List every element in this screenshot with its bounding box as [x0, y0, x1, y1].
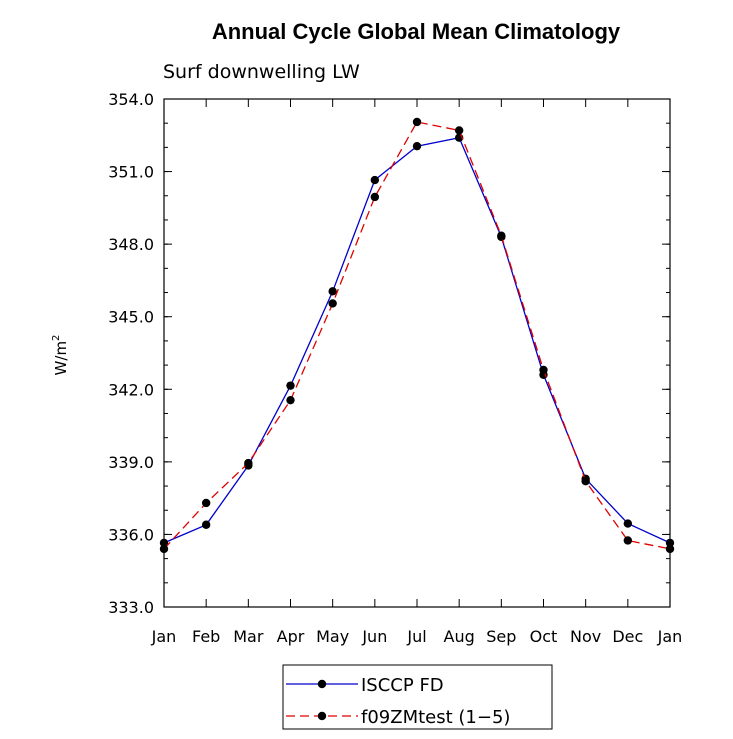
- legend-swatch-marker: [317, 679, 327, 689]
- data-point: [665, 538, 675, 548]
- x-tick-label: Sep: [486, 627, 516, 646]
- data-point: [286, 381, 295, 390]
- x-tick-label: May: [316, 627, 349, 646]
- legend-label: f09ZMtest (1−5): [361, 707, 510, 728]
- x-tick-label: Jul: [406, 627, 426, 646]
- data-point: [412, 141, 422, 151]
- series-2: [159, 117, 675, 554]
- y-tick-label: 342.0: [108, 380, 154, 399]
- axes: 333.0 336.0 339.0 342.0 345.0 348.0 351.0 354.0…: [108, 90, 682, 646]
- data-point: [497, 231, 506, 240]
- legend-label: ISCCP FD: [361, 675, 444, 696]
- x-tick-label: Jan: [151, 627, 177, 646]
- data-point: [244, 458, 253, 468]
- data-point: [370, 192, 380, 202]
- y-axis-label-text: W/m: [52, 341, 70, 376]
- y-tick-label: 348.0: [108, 235, 154, 254]
- data-point: [454, 126, 464, 135]
- data-point: [286, 395, 295, 405]
- data-point: [665, 544, 675, 554]
- x-tick-label: Oct: [530, 627, 558, 646]
- data-point: [159, 538, 169, 548]
- data-point: [370, 175, 380, 185]
- y-tick-label: 351.0: [108, 163, 154, 182]
- series-layer: [159, 117, 675, 554]
- plot-frame: [163, 98, 671, 608]
- legend: ISCCP FD f09ZMtest (1−5): [282, 664, 553, 730]
- series-line: [163, 121, 671, 550]
- legend-swatch-marker: [317, 711, 327, 721]
- x-tick-label: Jun: [361, 627, 387, 646]
- data-point: [412, 117, 422, 127]
- legend-box: [282, 664, 553, 730]
- x-tick-label: Apr: [277, 627, 305, 646]
- data-point: [623, 536, 633, 545]
- data-point: [201, 498, 211, 508]
- y-axis-label-superscript: 2: [51, 335, 62, 341]
- y-tick-label: 354.0: [108, 90, 154, 109]
- series-line: [163, 136, 671, 544]
- chart-subtitle: Surf downwelling LW: [163, 61, 360, 83]
- data-point: [623, 519, 633, 528]
- y-axis-label: W/m2: [51, 335, 70, 376]
- x-tick-label: Feb: [192, 627, 220, 646]
- y-tick-label: 336.0: [108, 525, 154, 544]
- data-point: [159, 544, 169, 554]
- x-tick-label: Dec: [612, 627, 643, 646]
- data-point: [581, 477, 590, 486]
- x-tick-label: Nov: [570, 627, 601, 646]
- data-point: [328, 287, 337, 296]
- x-tick-label: Jan: [657, 627, 683, 646]
- data-point: [539, 365, 548, 375]
- data-point: [328, 299, 337, 308]
- y-tick-label: 333.0: [108, 598, 154, 617]
- chart-title: Annual Cycle Global Mean Climatology: [212, 19, 621, 44]
- x-tick-label: Aug: [444, 627, 475, 646]
- y-tick-label: 345.0: [108, 308, 154, 327]
- series-1: [159, 133, 675, 548]
- x-tick-label: Mar: [233, 627, 264, 646]
- data-point: [201, 520, 211, 529]
- y-tick-label: 339.0: [108, 453, 154, 472]
